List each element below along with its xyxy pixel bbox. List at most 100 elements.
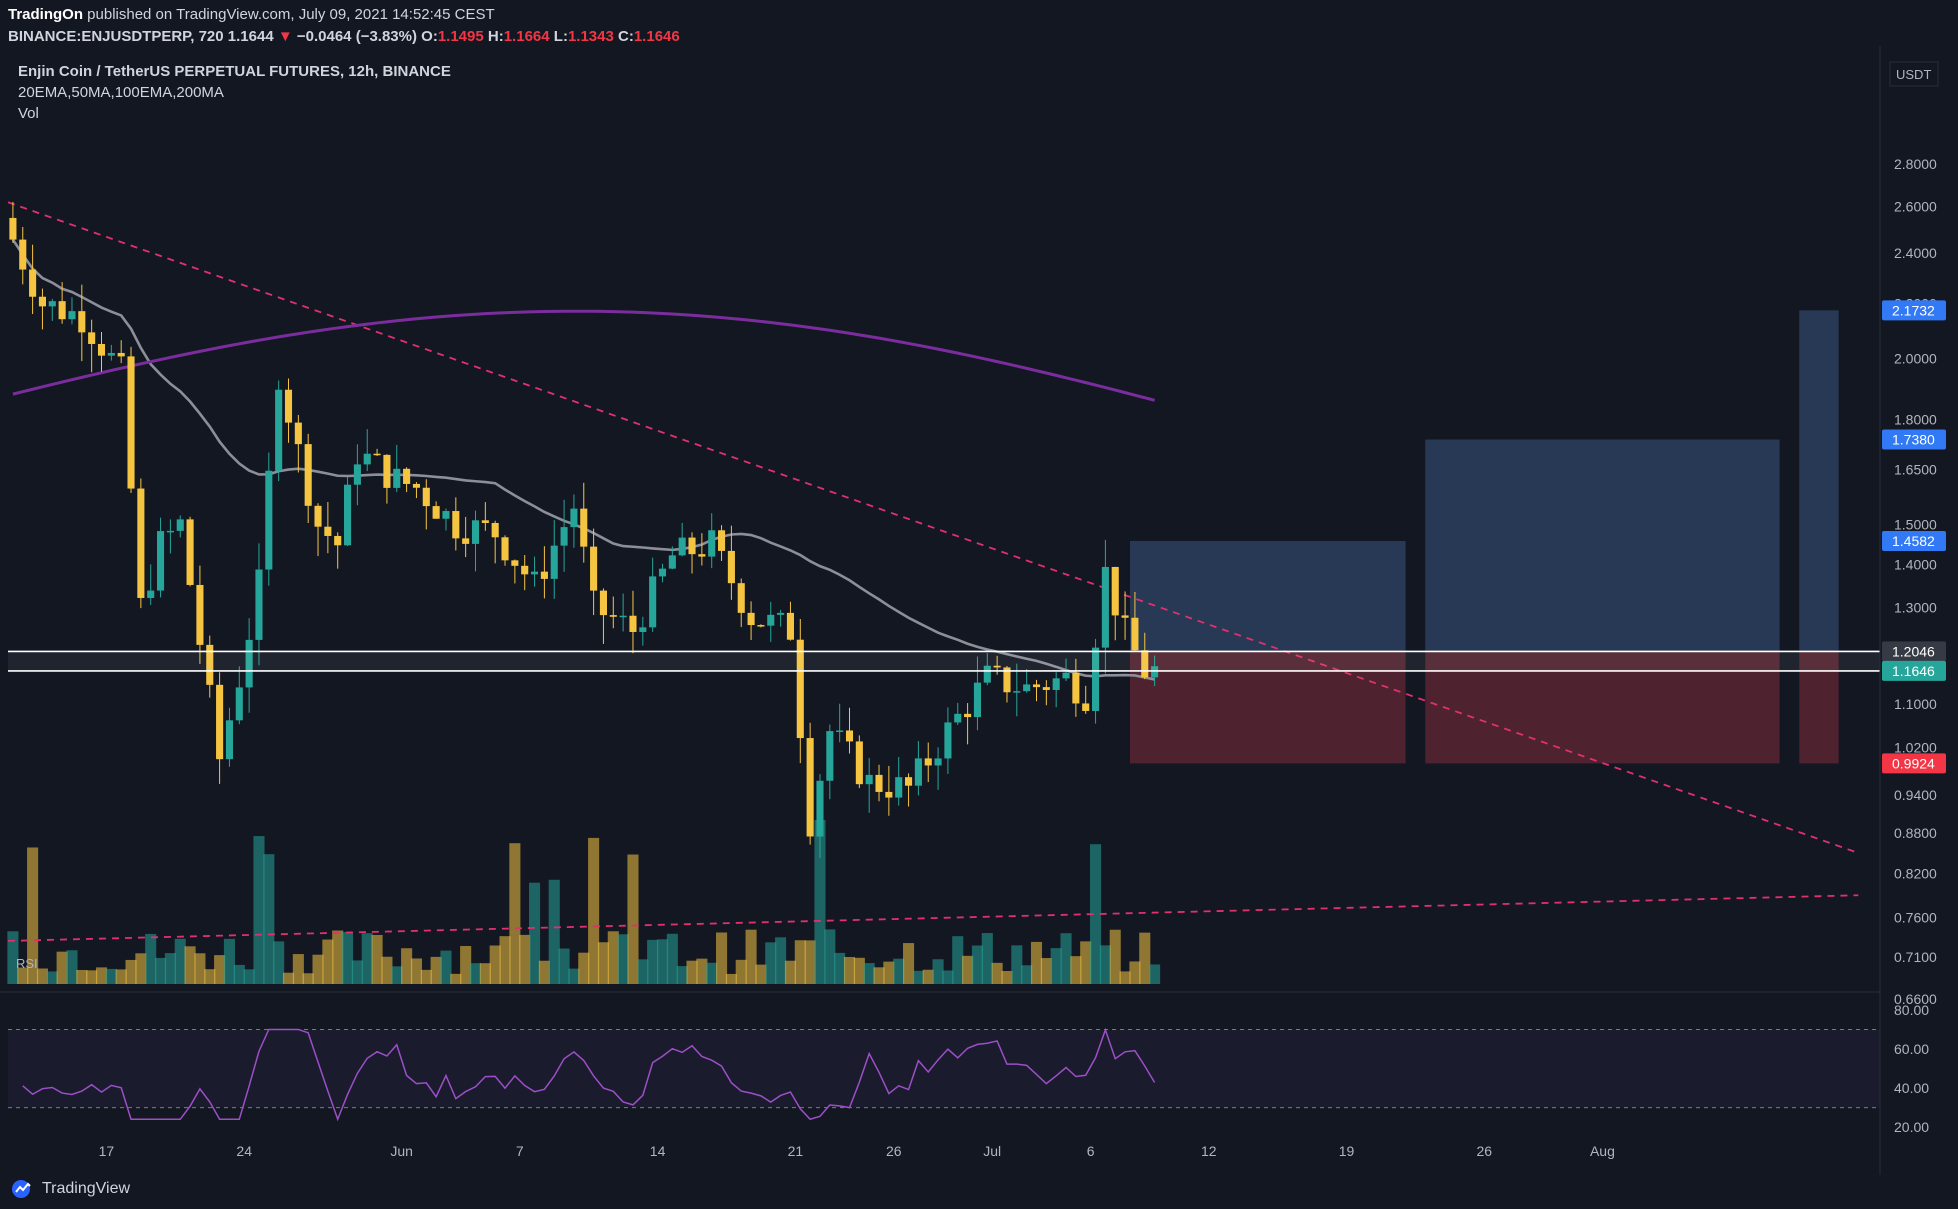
last-price: 1.1644 [227,28,274,45]
candle-body [1131,617,1139,651]
rsi-pane: 80.00 60.00 40.00 20.00 [8,1002,1929,1135]
change-arrow-icon: ▼ [277,28,293,45]
volume-bar [814,819,826,984]
legend-rsi: RSI [16,956,38,971]
price-label-value: 0.9924 [1892,755,1935,771]
publisher-name[interactable]: TradingOn [8,6,83,23]
volume-bar [755,964,767,984]
volume-bar [932,959,944,984]
volume-bar [420,969,432,984]
candle-body [19,239,27,270]
volume-bar [548,879,560,984]
volume-bar [637,959,649,984]
target-zone [1130,540,1406,652]
candle-body [68,311,76,320]
price-tick-label: 1.6500 [1894,462,1937,478]
volume-bar [105,968,117,984]
volume-bar [1129,961,1141,984]
price-label-box [1882,641,1946,662]
volume-bar [519,934,531,984]
volume-bar [351,960,363,984]
open-value: 1.1495 [437,28,484,45]
price-tick-label: 2.0000 [1894,350,1937,366]
volume-bar [342,932,354,984]
volume-bar [617,934,629,984]
price-label-value: 1.2046 [1892,643,1935,659]
rsi-tick-label: 40.00 [1894,1080,1929,1096]
trendline [7,894,1859,942]
candle-body [117,352,125,357]
volume-bar [292,954,304,984]
volume-bar [706,962,718,984]
low-value: 1.1343 [567,28,614,45]
candle-body [855,741,863,785]
volume-bar [1109,929,1121,984]
volume-bar [115,969,127,984]
volume-bar [1139,932,1151,984]
volume-bar [233,964,245,984]
candle-body [383,454,391,488]
candle-body [757,625,765,627]
candle-body [491,522,499,538]
price-tick-label: 0.6600 [1894,991,1937,1007]
stop-zone [1130,651,1406,764]
volume-bar [174,938,186,984]
time-tick-label: 26 [886,1143,902,1159]
candle-body [255,569,263,640]
volume-bar [775,937,787,984]
volume-bar [991,962,1003,984]
candle-body [1052,678,1060,690]
volume-bar [184,946,196,984]
volume-bar [607,931,619,984]
symbol-line: BINANCE:ENJUSDTPERP, 720 1.1644 ▼ −0.046… [8,27,680,46]
time-axis: 17 24 Jun 7 14 21 26 Jul 6 12 19 26 Aug [99,1143,1615,1159]
price-tick-label: 2.8000 [1894,156,1937,172]
volume-bar [696,958,708,984]
candle-body [599,590,607,616]
volume-bar [627,854,639,984]
candle-body [403,468,411,484]
candle-body [540,571,548,579]
time-tick-label: 24 [236,1143,252,1159]
level-zone [8,651,1880,671]
volume-bar [1080,941,1092,984]
candle-body [924,758,932,766]
volume-bar [765,942,777,984]
close-label: C: [618,28,634,45]
volume-bar [558,948,570,984]
candle-body [147,590,155,598]
price-tick-label: 0.7600 [1894,910,1937,926]
candle-body [1111,566,1119,616]
symbol[interactable]: BINANCE:ENJUSDTPERP, 720 [8,28,224,45]
trendlines [7,201,1859,942]
candle-body [1082,703,1090,711]
candle-body [462,538,470,544]
volume-bar [568,968,580,984]
candle-body [973,682,981,718]
candle-body [560,527,568,546]
volume-bar [597,942,609,984]
volume-bar [735,959,747,984]
tradingview-footer[interactable]: TradingView [10,1178,130,1200]
candle-body [196,584,204,645]
time-tick-label: 7 [516,1143,524,1159]
price-tick-label: 0.8800 [1894,825,1937,841]
price-chart[interactable]: 80.00 60.00 40.00 20.00 2.8000 2.6000 2.4000 2… [0,46,1958,1175]
volume-bar [538,960,550,984]
volume-bar [1060,933,1072,984]
volume-bar [273,941,285,984]
candle-body [1092,647,1100,711]
volume-bar [1099,945,1111,984]
candle-body [48,301,56,307]
time-tick-label: 12 [1201,1143,1217,1159]
moving-averages [11,238,1155,681]
price-tick-label: 1.4000 [1894,557,1937,573]
candle-body [550,545,558,579]
volume-bar [794,940,806,984]
candle-body [471,520,480,544]
volume-bar [36,968,48,984]
candle-body [501,537,509,561]
candle-body [619,615,627,618]
candle-body [885,791,893,798]
volume-bar [145,933,157,984]
